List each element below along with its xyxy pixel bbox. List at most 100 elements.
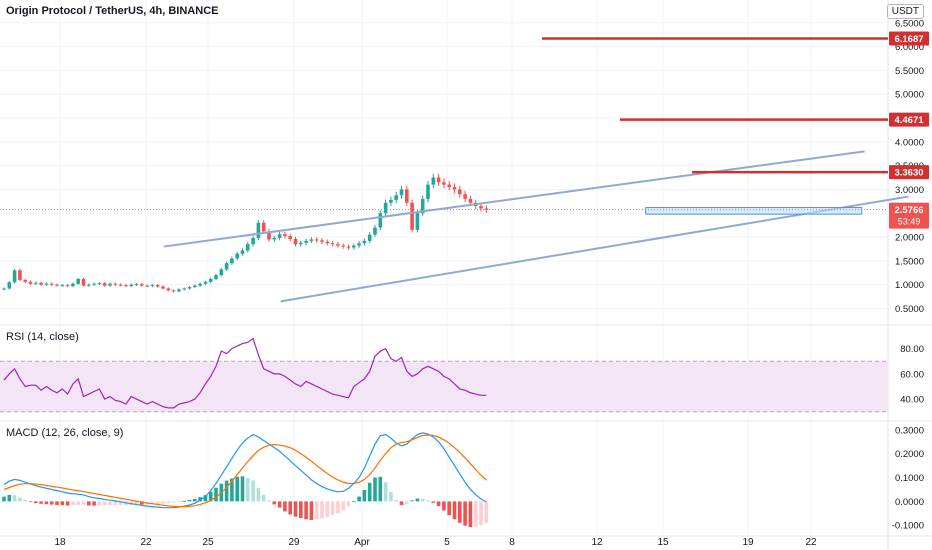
- candle-body: [394, 195, 398, 200]
- candle-body: [325, 241, 330, 244]
- macd-histogram-bar: [389, 491, 393, 502]
- macd-histogram-bar: [251, 480, 255, 502]
- macd-title: MACD (12, 26, close, 9): [6, 427, 124, 439]
- resistance-price-badge: [889, 165, 929, 180]
- candle-body: [219, 269, 224, 276]
- candle-body: [378, 213, 383, 228]
- macd-histogram-bar: [134, 501, 139, 505]
- macd-histogram-bar: [283, 501, 287, 512]
- candle-body: [214, 275, 218, 279]
- macd-histogram-bar: [182, 500, 186, 502]
- candle-body: [140, 284, 144, 286]
- candle-body: [198, 283, 202, 286]
- current-price-badge: [889, 202, 929, 229]
- candle-body: [145, 285, 149, 287]
- macd-histogram-bar: [383, 482, 388, 502]
- macd-histogram-bar: [420, 498, 425, 502]
- candle-body: [240, 250, 245, 254]
- macd-tick-label: 0.0000: [895, 497, 924, 508]
- macd-histogram-bar: [102, 501, 107, 506]
- macd-histogram-bar: [288, 501, 292, 515]
- candle-body: [44, 283, 49, 285]
- time-tick-label: 18: [54, 537, 66, 548]
- candle-body: [272, 238, 277, 240]
- support-zone: [645, 207, 863, 215]
- candle-body: [2, 288, 6, 290]
- candle-body: [60, 285, 65, 287]
- rsi-tick-label: 40.00: [900, 395, 924, 406]
- candle-body: [12, 270, 17, 283]
- macd-tick-label: 0.1000: [895, 473, 924, 484]
- macd-histogram-bar: [442, 501, 446, 511]
- candle-body: [415, 213, 420, 230]
- candle-body: [161, 286, 165, 289]
- macd-histogram-bar: [362, 489, 367, 502]
- macd-histogram-bar: [203, 495, 208, 502]
- macd-histogram-bar: [346, 501, 351, 507]
- macd-histogram-bar: [352, 501, 356, 503]
- macd-histogram-bar: [304, 501, 308, 520]
- candle-body: [34, 282, 38, 284]
- macd-histogram-bar: [309, 501, 314, 520]
- price-pane[interactable]: [0, 37, 909, 303]
- macd-histogram-bar: [336, 501, 340, 514]
- candle-body: [203, 281, 208, 284]
- macd-histogram-bar: [431, 501, 436, 503]
- price-tick-label: 6.0000: [895, 42, 924, 53]
- rsi-pane[interactable]: [0, 337, 888, 413]
- macd-histogram-bar: [378, 476, 383, 502]
- macd-histogram-bar: [320, 501, 324, 519]
- candle-body: [405, 189, 409, 203]
- candle-body: [452, 187, 457, 190]
- candle-body: [28, 281, 33, 284]
- candle-body: [420, 198, 425, 214]
- currency-button[interactable]: USDT: [886, 4, 924, 19]
- macd-histogram-bar: [325, 501, 330, 517]
- time-tick-label: 15: [657, 537, 669, 548]
- macd-histogram-bar: [473, 501, 478, 527]
- candle-body: [87, 284, 91, 286]
- macd-tick-label: -0.1000: [892, 521, 924, 532]
- candle-body: [18, 270, 22, 280]
- macd-histogram-bar: [367, 482, 372, 502]
- candle-body: [479, 206, 483, 209]
- candle-body: [251, 238, 255, 245]
- macd-histogram-bar: [314, 501, 319, 520]
- macd-histogram-bar: [12, 495, 17, 502]
- macd-pane[interactable]: [2, 432, 489, 528]
- macd-histogram-bar: [410, 500, 414, 502]
- rsi-tick-label: 60.00: [900, 369, 924, 380]
- macd-histogram-bar: [55, 501, 59, 505]
- macd-histogram-bar: [256, 487, 261, 502]
- candle-body: [193, 285, 197, 288]
- macd-histogram-bar: [171, 501, 176, 503]
- macd-histogram-bar: [2, 496, 6, 502]
- resistance-price-badge: [889, 31, 929, 46]
- candle-body: [463, 194, 467, 199]
- candle-body: [208, 278, 213, 282]
- candle-body: [357, 243, 361, 246]
- macd-histogram-bar: [34, 501, 38, 504]
- time-tick-label: Apr: [354, 537, 370, 548]
- candle-body: [399, 189, 404, 196]
- macd-histogram-bar: [235, 476, 239, 502]
- time-tick-label: 12: [591, 537, 603, 548]
- candle-body: [224, 263, 229, 270]
- macd-histogram-bar: [415, 498, 420, 502]
- macd-histogram-bar: [7, 494, 12, 502]
- candle-body: [267, 231, 271, 240]
- candle-body: [134, 284, 139, 286]
- candle-body: [288, 236, 292, 239]
- candle-body: [39, 282, 43, 285]
- candle-body: [71, 283, 75, 287]
- candle-body: [246, 244, 250, 251]
- candle-body: [76, 278, 80, 284]
- time-tick-label: 8: [509, 537, 515, 548]
- macd-histogram-bar: [357, 496, 361, 502]
- macd-histogram-bar: [293, 501, 298, 517]
- macd-histogram-bar: [161, 501, 165, 504]
- macd-histogram-bar: [240, 476, 245, 502]
- candle-body: [187, 287, 192, 289]
- macd-histogram-bar: [468, 501, 473, 528]
